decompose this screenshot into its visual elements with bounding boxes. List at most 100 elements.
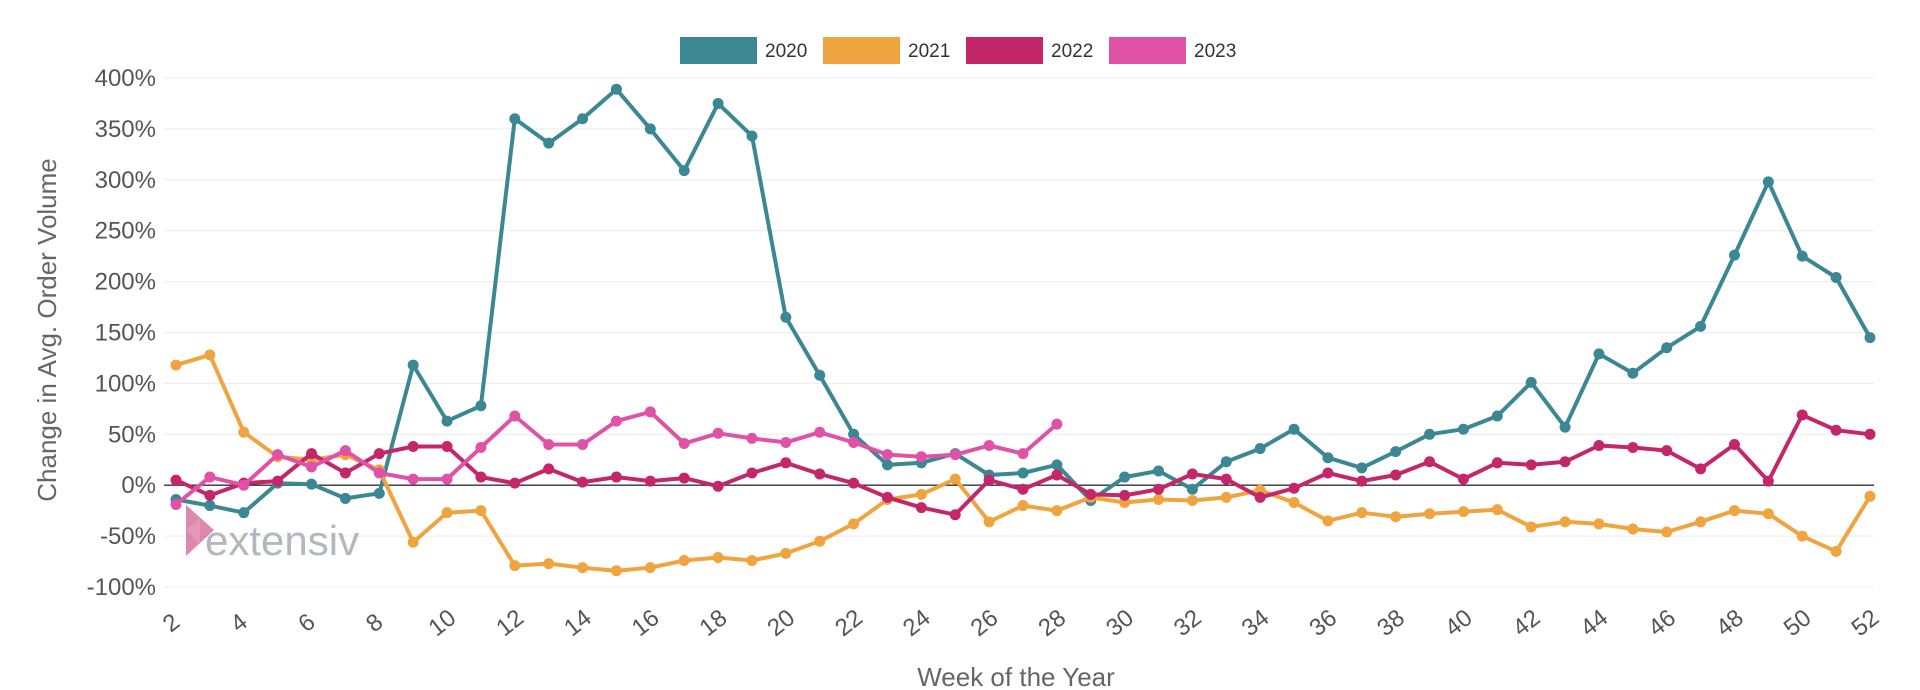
data-point-2020[interactable]	[1186, 483, 1198, 495]
data-point-2022[interactable]	[1695, 463, 1707, 475]
data-point-2021[interactable]	[1356, 507, 1368, 519]
data-point-2020[interactable]	[814, 369, 826, 381]
data-point-2022[interactable]	[1525, 459, 1537, 471]
data-point-2021[interactable]	[746, 555, 758, 567]
data-point-2022[interactable]	[1390, 469, 1402, 481]
data-point-2022[interactable]	[644, 475, 656, 487]
data-point-2022[interactable]	[441, 441, 453, 453]
data-point-2022[interactable]	[678, 472, 690, 484]
data-point-2020[interactable]	[1661, 342, 1673, 354]
data-point-2020[interactable]	[1728, 249, 1740, 261]
data-point-2023[interactable]	[543, 438, 555, 450]
data-point-2022[interactable]	[881, 491, 893, 503]
data-point-2022[interactable]	[1153, 483, 1165, 495]
data-point-2021[interactable]	[644, 562, 656, 574]
data-point-2023[interactable]	[644, 406, 656, 418]
data-point-2020[interactable]	[712, 97, 724, 109]
data-point-2022[interactable]	[1491, 457, 1503, 469]
data-point-2022[interactable]	[1627, 442, 1639, 454]
data-point-2022[interactable]	[1762, 475, 1774, 487]
data-point-2022[interactable]	[1186, 468, 1198, 480]
data-point-2023[interactable]	[475, 442, 487, 454]
data-point-2020[interactable]	[306, 478, 318, 490]
data-point-2021[interactable]	[238, 426, 250, 438]
data-point-2021[interactable]	[1559, 516, 1571, 528]
data-point-2022[interactable]	[306, 448, 318, 460]
data-point-2020[interactable]	[1695, 320, 1707, 332]
data-point-2022[interactable]	[610, 471, 622, 483]
data-point-2021[interactable]	[915, 488, 927, 500]
data-point-2020[interactable]	[1153, 465, 1165, 477]
data-point-2020[interactable]	[1356, 462, 1368, 474]
data-point-2023[interactable]	[577, 438, 589, 450]
data-point-2023[interactable]	[712, 427, 724, 439]
data-point-2020[interactable]	[1051, 459, 1063, 471]
data-point-2021[interactable]	[1220, 491, 1232, 503]
data-point-2023[interactable]	[1017, 448, 1029, 460]
data-point-2021[interactable]	[1424, 508, 1436, 520]
data-point-2021[interactable]	[1186, 494, 1198, 506]
data-point-2022[interactable]	[1457, 473, 1469, 485]
data-point-2020[interactable]	[1796, 250, 1808, 262]
data-point-2021[interactable]	[1627, 523, 1639, 535]
data-point-2021[interactable]	[1661, 526, 1673, 538]
data-point-2022[interactable]	[1220, 473, 1232, 485]
data-point-2022[interactable]	[339, 467, 351, 479]
data-point-2022[interactable]	[373, 448, 385, 460]
data-point-2023[interactable]	[1051, 418, 1063, 430]
data-point-2022[interactable]	[475, 471, 487, 483]
data-point-2020[interactable]	[1525, 376, 1537, 388]
data-point-2021[interactable]	[1153, 493, 1165, 505]
data-point-2020[interactable]	[1627, 367, 1639, 379]
data-point-2021[interactable]	[1017, 500, 1029, 512]
data-point-2022[interactable]	[814, 468, 826, 480]
data-point-2020[interactable]	[441, 415, 453, 427]
data-point-2021[interactable]	[441, 507, 453, 519]
data-point-2022[interactable]	[1356, 475, 1368, 487]
data-point-2021[interactable]	[577, 562, 589, 574]
data-point-2023[interactable]	[306, 461, 318, 473]
data-point-2023[interactable]	[339, 445, 351, 457]
data-point-2022[interactable]	[204, 489, 216, 501]
data-point-2022[interactable]	[983, 474, 995, 486]
data-point-2023[interactable]	[881, 449, 893, 461]
data-point-2020[interactable]	[543, 137, 555, 149]
data-point-2022[interactable]	[780, 457, 792, 469]
data-point-2021[interactable]	[1695, 516, 1707, 528]
data-point-2021[interactable]	[1728, 505, 1740, 517]
data-point-2022[interactable]	[543, 463, 555, 475]
data-point-2020[interactable]	[1119, 471, 1131, 483]
data-point-2022[interactable]	[1085, 488, 1097, 500]
data-point-2020[interactable]	[1017, 467, 1029, 479]
data-point-2022[interactable]	[1796, 409, 1808, 421]
data-point-2020[interactable]	[1559, 421, 1571, 433]
data-point-2021[interactable]	[475, 505, 487, 517]
data-point-2020[interactable]	[1424, 428, 1436, 440]
data-point-2023[interactable]	[915, 451, 927, 463]
data-point-2020[interactable]	[881, 459, 893, 471]
data-point-2023[interactable]	[949, 449, 961, 461]
data-point-2022[interactable]	[1830, 424, 1842, 436]
data-point-2020[interactable]	[1864, 332, 1876, 344]
data-point-2023[interactable]	[170, 499, 182, 511]
data-point-2021[interactable]	[780, 547, 792, 559]
legend-item-2021[interactable]: 2021	[823, 37, 950, 64]
data-point-2021[interactable]	[1288, 497, 1300, 509]
data-point-2022[interactable]	[272, 475, 284, 487]
data-point-2022[interactable]	[848, 477, 860, 489]
data-point-2020[interactable]	[1288, 423, 1300, 435]
data-point-2023[interactable]	[780, 436, 792, 448]
data-point-2023[interactable]	[678, 437, 690, 449]
data-point-2021[interactable]	[848, 518, 860, 530]
legend-item-2023[interactable]: 2023	[1109, 37, 1236, 64]
data-point-2021[interactable]	[170, 359, 182, 371]
data-point-2020[interactable]	[475, 400, 487, 412]
data-point-2023[interactable]	[441, 473, 453, 485]
data-point-2020[interactable]	[339, 492, 351, 504]
legend-item-2020[interactable]: 2020	[680, 37, 807, 64]
data-point-2023[interactable]	[746, 432, 758, 444]
data-point-2023[interactable]	[509, 410, 521, 422]
data-point-2021[interactable]	[610, 565, 622, 577]
data-point-2020[interactable]	[1220, 456, 1232, 468]
data-point-2021[interactable]	[1322, 515, 1334, 527]
